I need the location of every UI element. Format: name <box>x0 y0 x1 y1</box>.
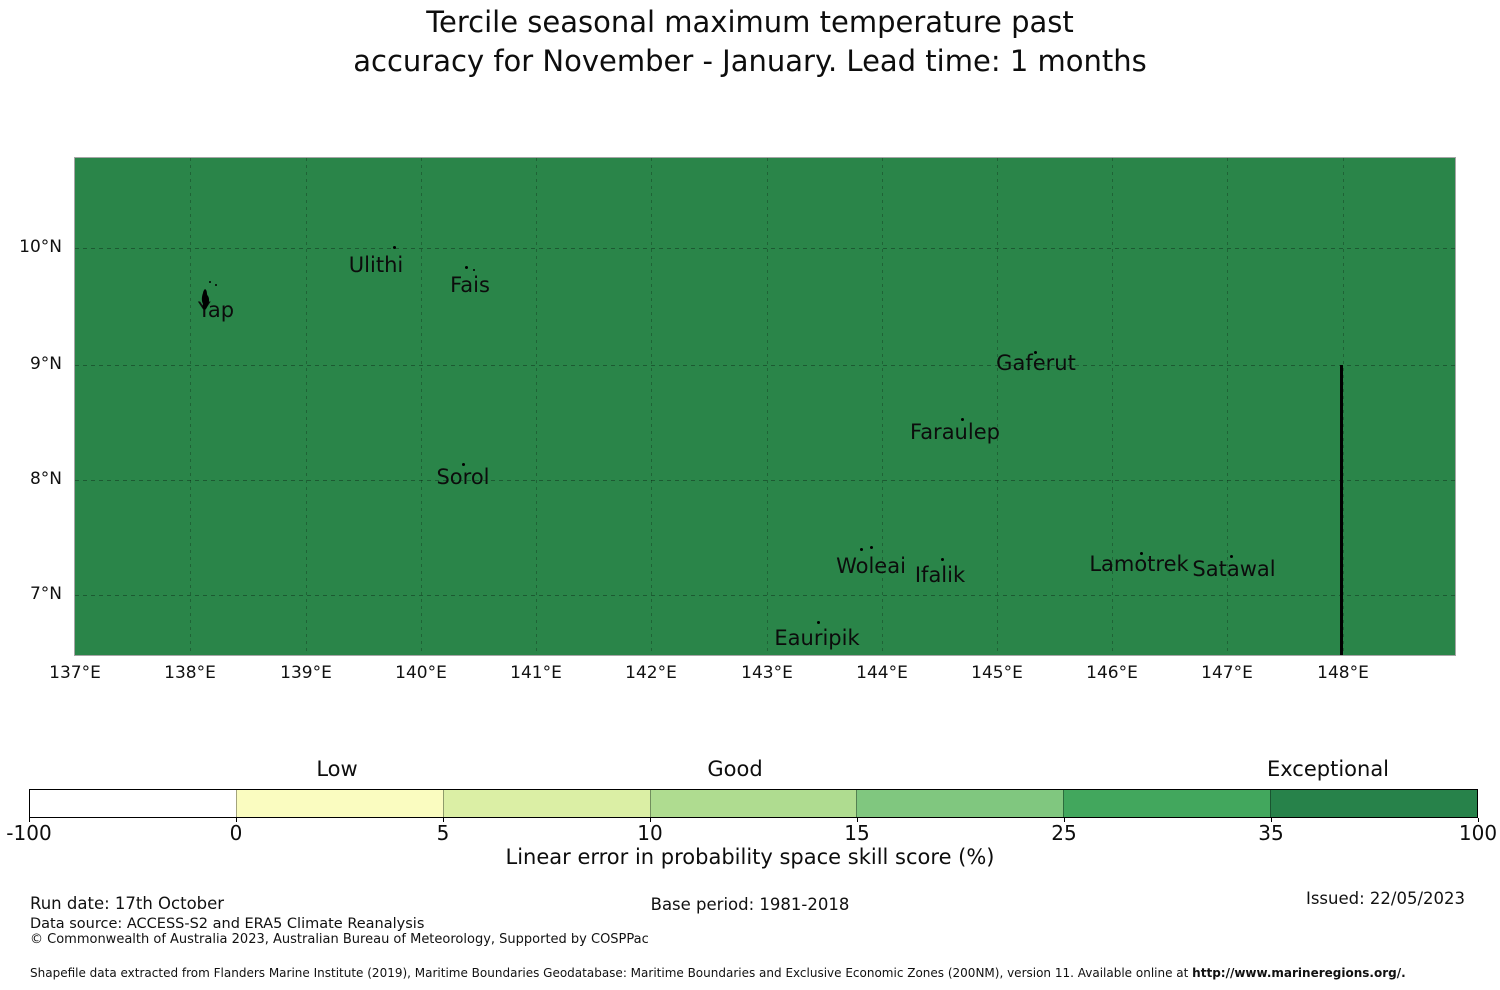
colorbar-axis-label: Linear error in probability space skill … <box>505 845 995 869</box>
gridline-parallel <box>75 365 1455 366</box>
run-date-text: Run date: 17th October <box>30 894 225 913</box>
island-dot-yap <box>209 281 211 283</box>
gridline-parallel <box>75 480 1455 481</box>
colorbar-segment <box>30 790 236 817</box>
island-label-gaferut: Gaferut <box>996 351 1076 375</box>
colorbar-region-label: Good <box>707 757 763 781</box>
x-axis-tick-label: 143°E <box>741 663 793 683</box>
island-label-woleai: Woleai <box>836 554 906 578</box>
island-dot-lamotrek <box>1139 551 1143 555</box>
y-axis-tick-label: 7°N <box>29 584 62 604</box>
y-axis-tick-label: 8°N <box>29 469 62 489</box>
issued-date-text: Issued: 22/05/2023 <box>1305 889 1465 908</box>
gridline-parallel <box>75 595 1455 596</box>
shapefile-url: http://www.marineregions.org/. <box>1192 966 1406 980</box>
island-dot-fais <box>473 269 475 271</box>
colorbar-tick-mark <box>1271 818 1272 822</box>
island-dot-satawal <box>1229 554 1233 558</box>
island-label-faraulep: Faraulep <box>910 420 1000 444</box>
island-dot-ifalik <box>940 557 944 561</box>
gridline-meridian <box>306 158 307 655</box>
colorbar-segment <box>856 790 1064 817</box>
colorbar-tick-label: 25 <box>1051 821 1077 845</box>
gridline-meridian <box>651 158 652 655</box>
island-label-lamotrek: Lamotrek <box>1089 552 1189 576</box>
island-label-satawal: Satawal <box>1192 557 1276 581</box>
colorbar-tick-mark <box>29 818 30 822</box>
island-label-ifalik: Ifalik <box>914 563 966 587</box>
gridline-meridian <box>1112 158 1113 655</box>
island-label-fais: Fais <box>450 273 490 297</box>
x-axis-tick-label: 137°E <box>49 663 101 683</box>
map-canvas: Yap Ulithi Fais Sorol Gaferut Faraulep Woleai I… <box>74 157 1456 656</box>
island-shape-yap <box>196 288 214 312</box>
y-axis-tick-label: 9°N <box>29 354 62 374</box>
x-axis-tick-label: 148°E <box>1317 663 1369 683</box>
data-source-text: Data source: ACCESS-S2 and ERA5 Climate … <box>30 916 425 932</box>
colorbar-tick-label: -100 <box>6 821 52 845</box>
x-axis-tick-label: 147°E <box>1201 663 1253 683</box>
shapefile-attribution: Shapefile data extracted from Flanders M… <box>30 966 1406 980</box>
colorbar <box>29 789 1478 818</box>
x-axis-tick-label: 141°E <box>510 663 562 683</box>
shapefile-text: Shapefile data extracted from Flanders M… <box>30 966 1193 980</box>
colorbar-tick-mark <box>857 818 858 822</box>
colorbar-tick-label: 5 <box>436 821 450 845</box>
island-dot-gaferut <box>1033 350 1037 354</box>
colorbar-segment <box>1270 790 1478 817</box>
title-line-1: Tercile seasonal maximum temperature pas… <box>426 5 1074 39</box>
x-axis-tick-label: 139°E <box>280 663 332 683</box>
gridline-parallel <box>75 248 1455 249</box>
colorbar-tick-mark <box>1064 818 1065 822</box>
island-dot-faraulep <box>960 417 964 421</box>
colorbar-tick-label: 15 <box>844 821 870 845</box>
colorbar-tick-label: 0 <box>229 821 243 845</box>
x-axis-tick-label: 142°E <box>625 663 677 683</box>
island-dot-woleai <box>859 547 863 551</box>
x-axis-tick-label: 145°E <box>971 663 1023 683</box>
island-label-sorol: Sorol <box>436 465 490 489</box>
colorbar-tick-mark <box>236 818 237 822</box>
colorbar-segment <box>1063 790 1271 817</box>
island-dot-sorol <box>461 462 465 466</box>
x-axis-tick-label: 138°E <box>164 663 216 683</box>
gridline-meridian <box>882 158 883 655</box>
gridline-meridian <box>1343 158 1344 655</box>
gridline-meridian <box>997 158 998 655</box>
island-dot-woleai <box>869 545 873 549</box>
gridline-meridian <box>190 158 191 655</box>
island-dot-eauripik <box>816 620 820 624</box>
maritime-boundary-line <box>1340 365 1343 655</box>
x-axis-tick-label: 140°E <box>395 663 447 683</box>
gridline-meridian <box>767 158 768 655</box>
x-axis-tick-label: 144°E <box>856 663 908 683</box>
gridline-meridian <box>421 158 422 655</box>
x-axis-tick-label: 146°E <box>1086 663 1138 683</box>
island-dot-fais <box>464 265 468 269</box>
island-dot-yap <box>215 284 217 286</box>
colorbar-segment <box>442 790 650 817</box>
colorbar-tick-mark <box>443 818 444 822</box>
island-label-ulithi: Ulithi <box>348 253 404 277</box>
colorbar-tick-label: 100 <box>1458 821 1498 845</box>
colorbar-segment <box>235 790 443 817</box>
colorbar-tick-label: 35 <box>1258 821 1284 845</box>
island-dot-ulithi <box>392 245 396 249</box>
gridline-meridian <box>1227 158 1228 655</box>
colorbar-tick-label: 10 <box>637 821 663 845</box>
colorbar-tick-mark <box>1478 818 1479 822</box>
colorbar-segment <box>649 790 857 817</box>
island-label-eauripik: Eauripik <box>774 626 860 650</box>
copyright-text: © Commonwealth of Australia 2023, Austra… <box>30 932 649 947</box>
colorbar-region-label: Low <box>316 757 358 781</box>
figure-title: Tercile seasonal maximum temperature pas… <box>0 3 1500 81</box>
colorbar-tick-mark <box>650 818 651 822</box>
base-period-text: Base period: 1981-2018 <box>650 895 850 914</box>
colorbar-region-label: Exceptional <box>1266 757 1390 781</box>
title-line-2: accuracy for November - January. Lead ti… <box>353 44 1147 78</box>
y-axis-tick-label: 10°N <box>19 237 62 257</box>
gridline-meridian <box>536 158 537 655</box>
